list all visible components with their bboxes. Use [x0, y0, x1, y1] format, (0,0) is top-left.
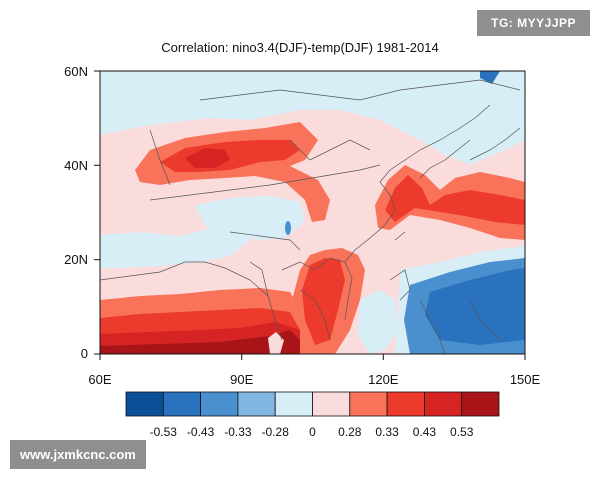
- colorbar-swatch-8: [386, 391, 425, 417]
- field-red-east-core: [385, 175, 525, 225]
- colorbar-swatch-5: [274, 391, 313, 417]
- colorbar-label-5: 0: [309, 425, 316, 439]
- lat-label-60n: 60N: [64, 64, 88, 79]
- watermark-url: www.jxmkcnc.com: [10, 440, 146, 469]
- colorbar-label-2: -0.43: [187, 425, 215, 439]
- field-blue-pacific-core: [425, 268, 525, 345]
- colorbar-swatch-4: [237, 391, 276, 417]
- colorbar-swatch-9: [423, 391, 463, 417]
- colorbar-swatch-10: [461, 391, 500, 417]
- colorbar-swatch-3: [200, 391, 239, 417]
- colorbar-swatch-1: [125, 391, 164, 417]
- field-light-blue-north: [100, 71, 525, 165]
- colorbar-label-3: -0.33: [224, 425, 252, 439]
- chart-title: Correlation: nino3.4(DJF)-temp(DJF) 1981…: [161, 40, 439, 55]
- watermark-badge: TG: MYYJJPP: [477, 10, 590, 36]
- map-frame: [99, 70, 526, 355]
- field-red-indochina-core: [302, 258, 345, 345]
- coastlines: [100, 79, 521, 354]
- lon-label-60e: 60E: [88, 372, 111, 387]
- field-light-blue-tibet: [195, 196, 305, 240]
- lat-label-20n: 20N: [64, 252, 88, 267]
- field-light-patch: [268, 332, 284, 354]
- lake-blue: [285, 221, 291, 235]
- colorbar-label-4: -0.28: [262, 425, 290, 439]
- map-field: [100, 71, 525, 354]
- colorbar-swatch-6: [312, 391, 351, 417]
- field-red-south-peak: [100, 330, 300, 354]
- lon-label-150e: 150E: [510, 372, 541, 387]
- colorbar-label-9: 0.53: [450, 425, 474, 439]
- field-light-blue-sea: [358, 290, 398, 354]
- colorbar-label-7: 0.33: [375, 425, 399, 439]
- lat-label-40n: 40N: [64, 158, 88, 173]
- field-light-blue-west: [100, 226, 250, 268]
- colorbar-swatch-2: [162, 391, 202, 417]
- lon-label-120e: 120E: [368, 372, 399, 387]
- colorbar-label-6: 0.28: [338, 425, 362, 439]
- colorbar: -0.53 -0.43 -0.33 -0.28 0 0.28 0.33 0.43…: [125, 391, 500, 439]
- axis-ticks: [94, 70, 526, 360]
- colorbar-swatch-7: [349, 391, 388, 417]
- lon-label-90e: 90E: [230, 372, 253, 387]
- lat-label-0: 0: [81, 346, 88, 361]
- field-red-north-max: [185, 148, 230, 168]
- colorbar-label-1: -0.53: [150, 425, 178, 439]
- field-blue-nw: [480, 71, 500, 84]
- colorbar-label-8: 0.43: [413, 425, 437, 439]
